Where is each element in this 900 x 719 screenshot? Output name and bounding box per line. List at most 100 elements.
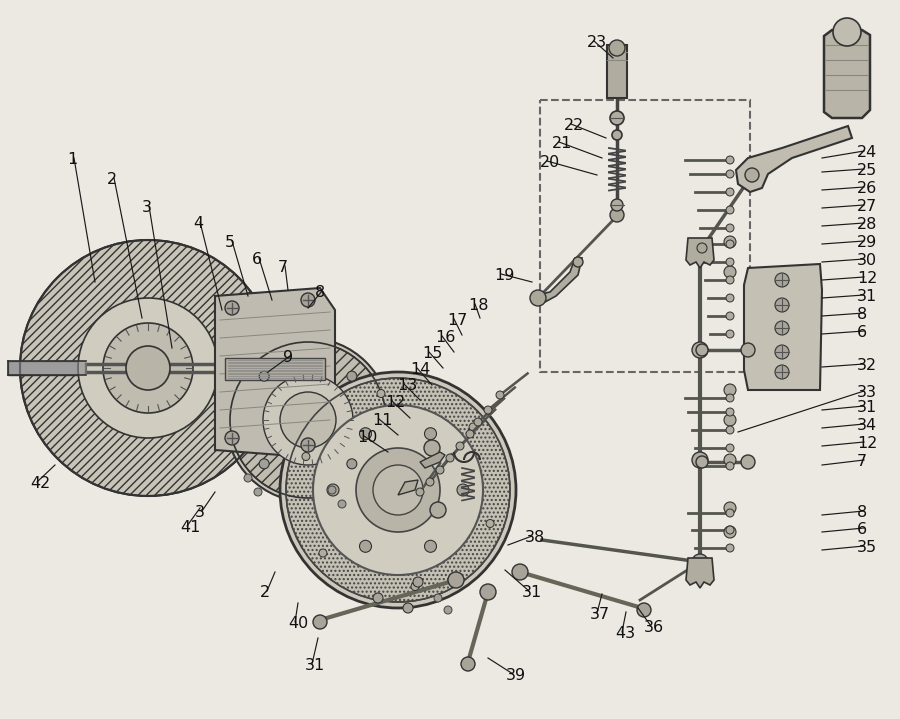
Circle shape <box>726 240 734 248</box>
Circle shape <box>373 465 423 515</box>
Text: 3: 3 <box>195 505 205 520</box>
Circle shape <box>726 462 734 470</box>
Text: 8: 8 <box>857 307 868 322</box>
Circle shape <box>726 312 734 320</box>
Text: 37: 37 <box>590 607 610 622</box>
Circle shape <box>724 384 736 396</box>
Circle shape <box>775 298 789 312</box>
Circle shape <box>724 266 736 278</box>
Circle shape <box>346 459 356 469</box>
Text: 29: 29 <box>857 235 878 250</box>
Circle shape <box>461 657 475 671</box>
Text: 6: 6 <box>857 325 867 340</box>
Text: 41: 41 <box>180 520 201 535</box>
Circle shape <box>775 321 789 335</box>
Text: 28: 28 <box>857 217 878 232</box>
Text: 12: 12 <box>857 271 878 286</box>
Circle shape <box>327 484 339 496</box>
Circle shape <box>775 273 789 287</box>
Circle shape <box>78 298 218 438</box>
Circle shape <box>448 572 464 588</box>
Polygon shape <box>686 558 714 588</box>
Circle shape <box>103 323 193 413</box>
Circle shape <box>692 554 708 570</box>
Text: 7: 7 <box>278 260 288 275</box>
Circle shape <box>612 130 622 140</box>
Circle shape <box>225 301 239 315</box>
Circle shape <box>425 428 436 440</box>
Circle shape <box>411 582 419 590</box>
Circle shape <box>741 343 755 357</box>
Text: 42: 42 <box>30 476 50 491</box>
Circle shape <box>259 371 269 381</box>
Circle shape <box>611 199 623 211</box>
Circle shape <box>346 371 356 381</box>
Text: 43: 43 <box>615 626 635 641</box>
Circle shape <box>692 452 708 468</box>
FancyBboxPatch shape <box>225 358 325 380</box>
Circle shape <box>436 466 444 474</box>
Bar <box>540 100 750 372</box>
Circle shape <box>696 456 708 468</box>
Circle shape <box>20 240 276 496</box>
Circle shape <box>338 500 346 508</box>
Circle shape <box>286 378 510 602</box>
Circle shape <box>301 438 315 452</box>
Circle shape <box>726 544 734 552</box>
Text: 20: 20 <box>540 155 560 170</box>
Text: 3: 3 <box>142 200 152 215</box>
Circle shape <box>726 294 734 302</box>
Circle shape <box>697 243 707 253</box>
Circle shape <box>726 276 734 284</box>
Circle shape <box>609 40 625 56</box>
Circle shape <box>259 459 269 469</box>
Circle shape <box>726 526 734 534</box>
Circle shape <box>444 606 452 614</box>
Text: 19: 19 <box>494 268 515 283</box>
Text: 13: 13 <box>397 378 418 393</box>
Circle shape <box>359 540 372 552</box>
Circle shape <box>230 342 386 498</box>
Text: 38: 38 <box>525 530 545 545</box>
Circle shape <box>775 345 789 359</box>
Text: 35: 35 <box>857 540 878 555</box>
Text: 8: 8 <box>857 505 868 520</box>
Circle shape <box>496 391 504 399</box>
Circle shape <box>403 603 413 613</box>
Circle shape <box>413 577 423 587</box>
Text: 31: 31 <box>522 585 542 600</box>
Circle shape <box>254 488 262 496</box>
Circle shape <box>775 365 789 379</box>
Circle shape <box>726 258 734 266</box>
Circle shape <box>747 170 757 180</box>
Text: 25: 25 <box>857 163 878 178</box>
Circle shape <box>726 444 734 452</box>
Text: 12: 12 <box>385 395 405 410</box>
Polygon shape <box>824 30 870 118</box>
Text: 31: 31 <box>857 289 878 304</box>
Circle shape <box>726 509 734 517</box>
Circle shape <box>610 111 624 125</box>
Text: 30: 30 <box>857 253 878 268</box>
Circle shape <box>302 452 310 460</box>
Polygon shape <box>420 452 445 468</box>
Circle shape <box>225 431 239 445</box>
Circle shape <box>313 405 483 575</box>
Circle shape <box>446 454 454 462</box>
Text: 9: 9 <box>283 350 293 365</box>
Circle shape <box>833 18 861 46</box>
Circle shape <box>263 375 353 465</box>
Text: 39: 39 <box>506 668 526 683</box>
Text: 15: 15 <box>422 346 443 361</box>
Circle shape <box>416 488 424 496</box>
Circle shape <box>319 549 327 557</box>
Circle shape <box>474 418 482 426</box>
Text: 27: 27 <box>857 199 878 214</box>
Text: 2: 2 <box>107 172 117 187</box>
Text: 18: 18 <box>468 298 489 313</box>
Text: 4: 4 <box>193 216 203 231</box>
Circle shape <box>530 290 546 306</box>
Circle shape <box>726 206 734 214</box>
Circle shape <box>486 520 494 528</box>
Text: 31: 31 <box>857 400 878 415</box>
